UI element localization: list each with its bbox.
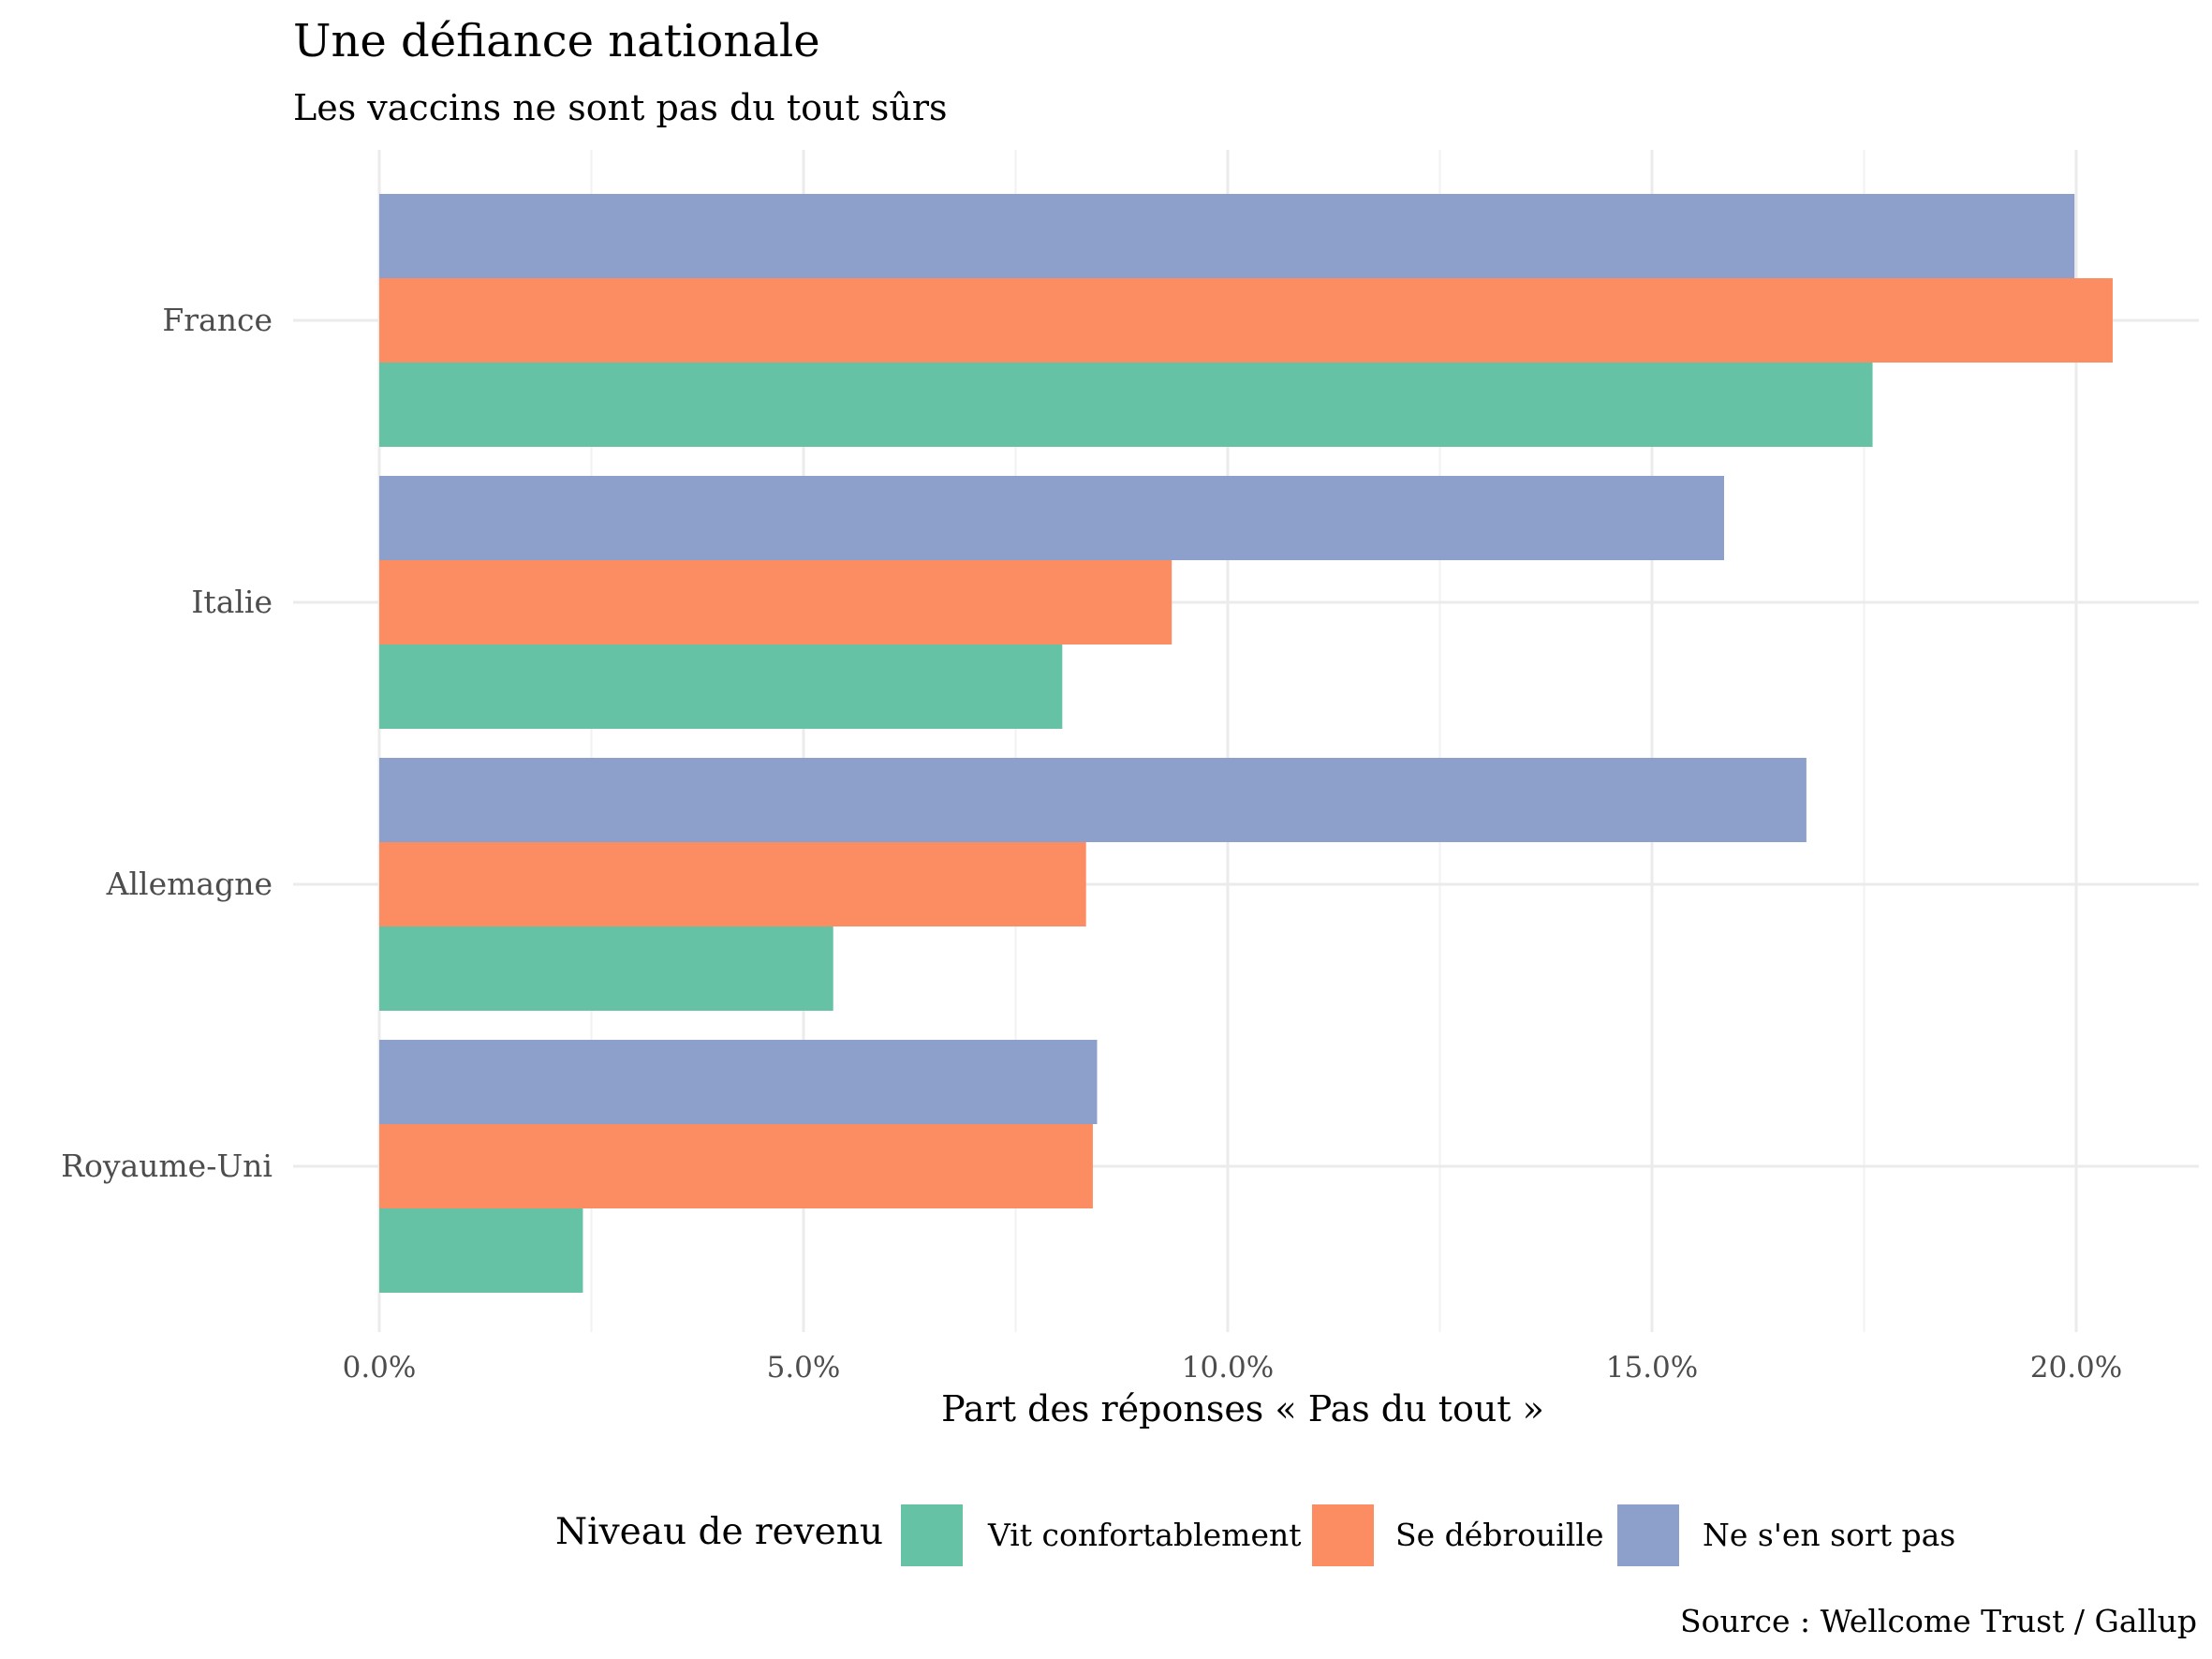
- legend-key: [1617, 1504, 1679, 1566]
- x-axis-ticks: 0.0% 5.0% 10.0% 15.0% 20.0%: [343, 1351, 2123, 1385]
- legend-key: [901, 1504, 963, 1566]
- x-tick-label: 20.0%: [2030, 1351, 2122, 1385]
- x-axis-title: Part des réponses « Pas du tout »: [941, 1388, 1544, 1429]
- legend-key: [1312, 1504, 1374, 1566]
- x-tick-label: 0.0%: [343, 1351, 417, 1385]
- bar-italie-2: [379, 560, 1172, 644]
- bar-royaume-uni-1: [379, 1208, 583, 1293]
- legend: Niveau de revenu Vit confortablement Se d…: [555, 1504, 1955, 1566]
- chart-subtitle: Les vaccins ne sont pas du tout sûrs: [293, 87, 948, 128]
- bar-allemagne-1: [379, 926, 833, 1011]
- bar-france-2: [379, 278, 2113, 363]
- y-axis-ticks: France Italie Allemagne Royaume-Uni: [61, 302, 273, 1184]
- legend-title: Niveau de revenu: [555, 1511, 883, 1553]
- legend-label: Se débrouille: [1395, 1517, 1604, 1553]
- y-tick-label: Italie: [191, 584, 273, 620]
- bars: [379, 194, 2113, 1293]
- bar-italie-3: [379, 476, 1725, 560]
- y-tick-label: Royaume-Uni: [61, 1148, 273, 1184]
- bar-allemagne-2: [379, 842, 1086, 926]
- bar-royaume-uni-3: [379, 1040, 1098, 1124]
- x-tick-label: 5.0%: [767, 1351, 841, 1385]
- legend-label: Ne s'en sort pas: [1703, 1517, 1955, 1553]
- y-tick-label: Allemagne: [106, 866, 273, 902]
- y-tick-label: France: [162, 302, 273, 338]
- caption: Source : Wellcome Trust / Gallup: [1680, 1603, 2197, 1639]
- x-tick-label: 15.0%: [1606, 1351, 1698, 1385]
- bar-france-3: [379, 194, 2075, 278]
- bar-france-1: [379, 363, 1873, 447]
- bar-royaume-uni-2: [379, 1124, 1093, 1208]
- chart-title: Une défiance nationale: [293, 15, 820, 67]
- bar-allemagne-3: [379, 758, 1806, 842]
- legend-label: Vit confortablement: [987, 1517, 1302, 1553]
- x-tick-label: 10.0%: [1182, 1351, 1274, 1385]
- bar-italie-1: [379, 644, 1063, 729]
